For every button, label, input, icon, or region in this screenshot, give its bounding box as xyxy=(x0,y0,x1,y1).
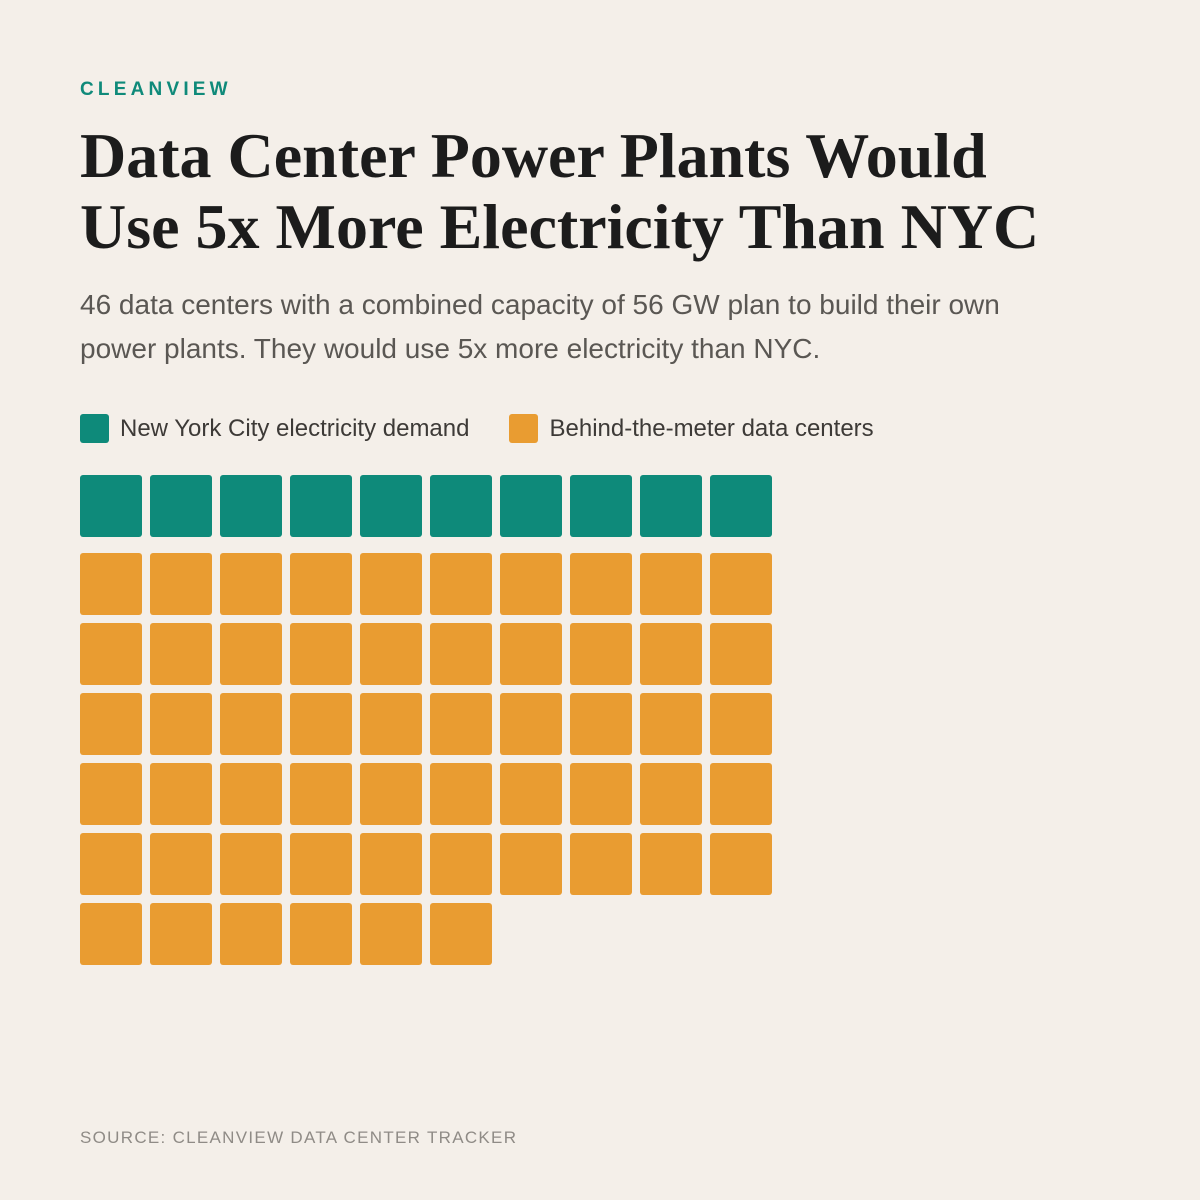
waffle-cell-nyc xyxy=(360,475,422,537)
waffle-cell-data-center xyxy=(290,553,352,615)
legend-item-data-centers: Behind-the-meter data centers xyxy=(509,414,874,443)
waffle-cell-data-center xyxy=(640,763,702,825)
waffle-cell-data-center xyxy=(570,763,632,825)
waffle-cell-data-center xyxy=(220,553,282,615)
waffle-cell-nyc xyxy=(220,475,282,537)
waffle-cell-data-center xyxy=(430,903,492,965)
waffle-cell-data-center xyxy=(220,763,282,825)
waffle-cell-nyc xyxy=(710,475,772,537)
waffle-cell-nyc xyxy=(150,475,212,537)
waffle-cell-data-center xyxy=(220,623,282,685)
waffle-cell-data-center xyxy=(430,833,492,895)
waffle-cell-data-center xyxy=(150,763,212,825)
waffle-cell-data-center xyxy=(220,903,282,965)
waffle-cell-data-center xyxy=(290,903,352,965)
waffle-cell-data-center xyxy=(220,833,282,895)
waffle-cell-data-center xyxy=(640,623,702,685)
waffle-cell-nyc xyxy=(570,475,632,537)
waffle-cell-data-center xyxy=(640,833,702,895)
waffle-cell-data-center xyxy=(150,833,212,895)
waffle-cell-nyc xyxy=(640,475,702,537)
waffle-cell-nyc xyxy=(80,475,142,537)
waffle-cell-data-center xyxy=(360,623,422,685)
waffle-cell-data-center xyxy=(80,903,142,965)
waffle-cell-data-center xyxy=(80,763,142,825)
legend-label-data-centers: Behind-the-meter data centers xyxy=(549,415,874,442)
waffle-cell-data-center xyxy=(150,553,212,615)
waffle-cell-data-center xyxy=(360,553,422,615)
waffle-cell-data-center xyxy=(710,693,772,755)
legend: New York City electricity demand Behind-… xyxy=(80,414,914,443)
legend-swatch-nyc xyxy=(80,414,109,443)
waffle-cell-data-center xyxy=(710,833,772,895)
legend-item-nyc: New York City electricity demand xyxy=(80,414,469,443)
waffle-cell-nyc xyxy=(430,475,492,537)
waffle-cell-data-center xyxy=(360,763,422,825)
waffle-cell-data-center xyxy=(500,833,562,895)
waffle-cell-data-center xyxy=(150,903,212,965)
waffle-cell-data-center xyxy=(500,623,562,685)
waffle-cell-data-center xyxy=(710,763,772,825)
legend-swatch-data-centers xyxy=(509,414,539,443)
waffle-cell-data-center xyxy=(80,833,142,895)
waffle-cell-data-center xyxy=(640,693,702,755)
waffle-cell-data-center xyxy=(430,763,492,825)
waffle-cell-data-center xyxy=(360,693,422,755)
waffle-cell-data-center xyxy=(290,623,352,685)
waffle-cell-data-center xyxy=(360,833,422,895)
legend-label-nyc: New York City electricity demand xyxy=(120,415,470,442)
waffle-cell-data-center xyxy=(710,623,772,685)
source-note: SOURCE: CLEANVIEW DATA CENTER TRACKER xyxy=(80,1128,518,1147)
waffle-cell-nyc xyxy=(500,475,562,537)
waffle-cell-data-center xyxy=(500,693,562,755)
waffle-chart xyxy=(80,475,780,975)
waffle-cell-data-center xyxy=(290,763,352,825)
waffle-cell-data-center xyxy=(290,833,352,895)
waffle-cell-data-center xyxy=(360,903,422,965)
waffle-cell-data-center xyxy=(570,553,632,615)
waffle-cell-data-center xyxy=(500,763,562,825)
brand-label: CLEANVIEW xyxy=(80,79,232,100)
waffle-cell-data-center xyxy=(500,553,562,615)
waffle-cell-data-center xyxy=(150,623,212,685)
waffle-cell-data-center xyxy=(710,553,772,615)
waffle-cell-data-center xyxy=(570,833,632,895)
waffle-cell-data-center xyxy=(80,553,142,615)
waffle-cell-data-center xyxy=(640,553,702,615)
waffle-cell-nyc xyxy=(290,475,352,537)
waffle-cell-data-center xyxy=(430,623,492,685)
waffle-cell-data-center xyxy=(430,693,492,755)
waffle-cell-data-center xyxy=(430,553,492,615)
waffle-cell-data-center xyxy=(80,693,142,755)
waffle-cell-data-center xyxy=(570,693,632,755)
waffle-cell-data-center xyxy=(570,623,632,685)
chart-subtitle: 46 data centers with a combined capacity… xyxy=(80,289,1000,364)
waffle-cell-data-center xyxy=(150,693,212,755)
waffle-cell-data-center xyxy=(80,623,142,685)
waffle-cell-data-center xyxy=(290,693,352,755)
chart-title: Data Center Power Plants Would Use 5x Mo… xyxy=(80,120,1040,262)
waffle-cell-data-center xyxy=(220,693,282,755)
